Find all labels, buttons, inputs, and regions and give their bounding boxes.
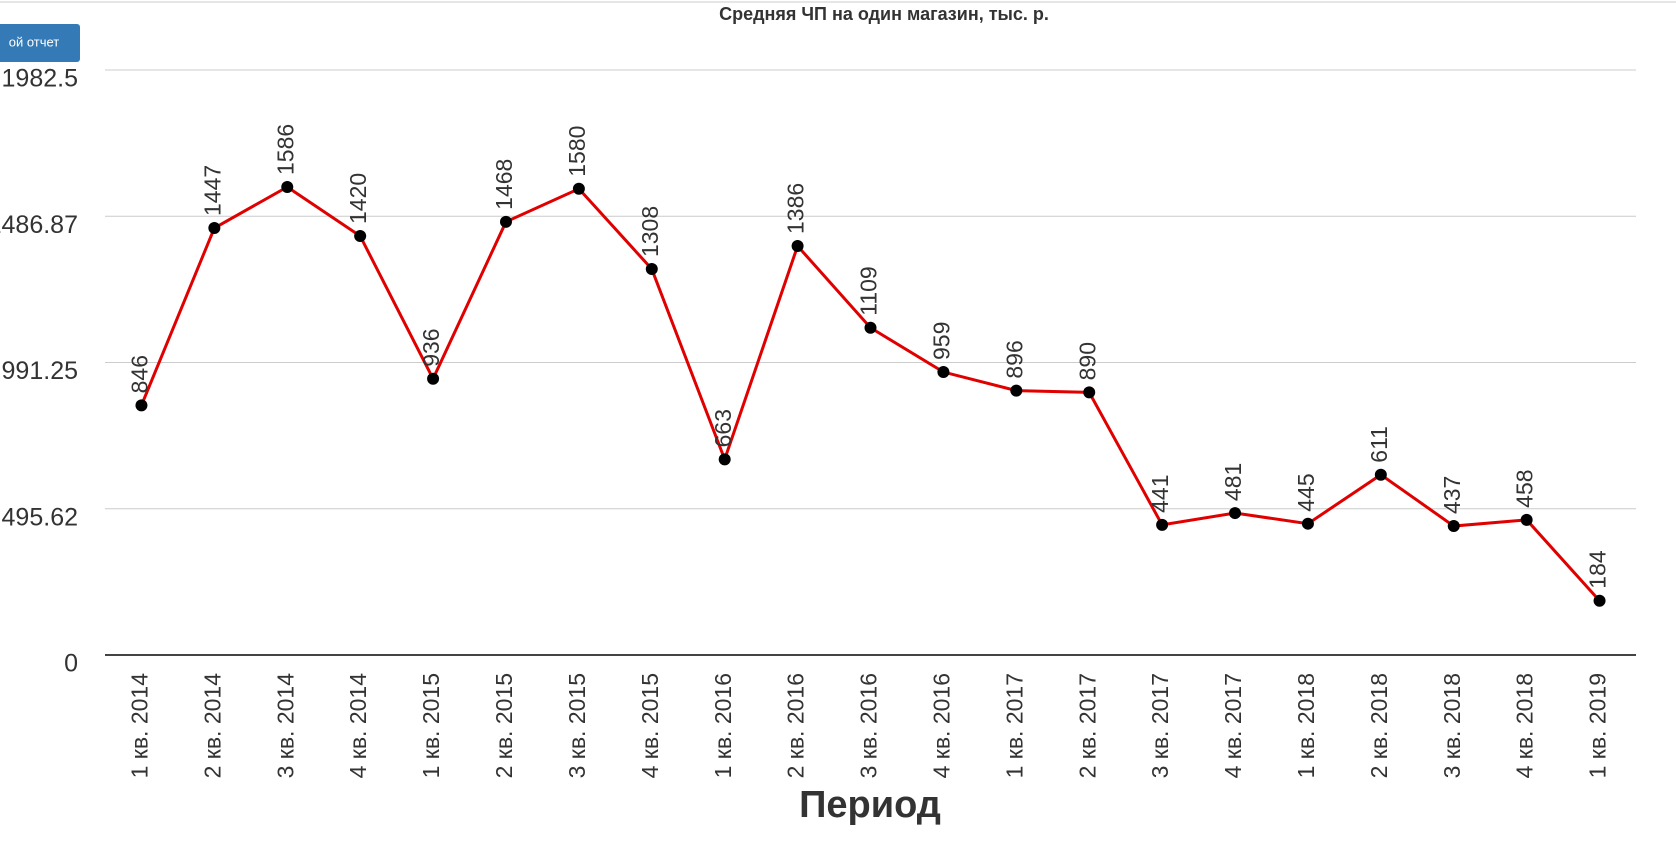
x-tick-label: 1 кв. 2016 — [710, 673, 736, 778]
y-tick-label: 991.25 — [2, 357, 78, 385]
data-point — [864, 321, 877, 334]
data-point — [135, 399, 148, 412]
x-tick-label: 3 кв. 2015 — [564, 673, 590, 778]
data-label: 1109 — [856, 266, 882, 315]
data-label: 959 — [928, 322, 954, 360]
data-label: 437 — [1439, 476, 1465, 514]
data-label: 1420 — [345, 173, 371, 224]
data-point — [1010, 384, 1023, 397]
data-point — [208, 222, 221, 235]
data-point — [1447, 520, 1460, 533]
data-label: 890 — [1074, 342, 1100, 380]
data-label: 846 — [127, 355, 153, 393]
x-tick-label: 4 кв. 2018 — [1512, 673, 1538, 778]
x-tick-label: 3 кв. 2018 — [1439, 673, 1465, 778]
x-axis-label: Период — [799, 784, 941, 826]
data-point — [1374, 468, 1387, 481]
x-tick-label: 2 кв. 2016 — [783, 673, 809, 778]
data-point — [281, 181, 294, 193]
data-label: 1468 — [491, 159, 517, 210]
data-point — [645, 263, 658, 276]
y-tick-label: 1982.5 — [2, 65, 78, 93]
data-label: 481 — [1220, 463, 1246, 501]
data-point — [1229, 507, 1242, 520]
data-label: 1580 — [564, 126, 590, 177]
chart-title: Средняя ЧП на один магазин, тыс. р. — [719, 4, 1049, 24]
y-tick-label: 1486.87 — [0, 211, 78, 239]
x-tick-label: 2 кв. 2014 — [199, 673, 225, 779]
x-tick-label: 4 кв. 2016 — [928, 673, 954, 778]
x-tick-label: 3 кв. 2016 — [856, 673, 882, 778]
report-button-label[interactable]: ой отчет — [9, 34, 60, 49]
data-point — [1083, 386, 1096, 399]
data-point — [937, 366, 950, 379]
data-label: 611 — [1366, 426, 1392, 463]
x-tick-label: 2 кв. 2015 — [491, 673, 517, 778]
data-point — [1156, 518, 1169, 531]
y-tick-label: 495.62 — [2, 503, 78, 531]
data-label: 445 — [1293, 473, 1319, 511]
data-label: 184 — [1585, 550, 1611, 589]
y-tick-label: 0 — [64, 650, 78, 678]
x-tick-label: 1 кв. 2018 — [1293, 673, 1319, 778]
line — [140, 185, 1601, 602]
data-label: 896 — [1001, 340, 1027, 378]
data-point — [1301, 517, 1314, 530]
data-point — [499, 215, 512, 228]
data-label: 663 — [710, 409, 736, 447]
data-label: 936 — [418, 328, 444, 366]
x-tick-label: 1 кв. 2015 — [418, 673, 444, 778]
data-label: 1586 — [272, 124, 298, 175]
x-tick-label: 1 кв. 2019 — [1585, 673, 1611, 778]
x-tick-label: 3 кв. 2014 — [272, 673, 298, 779]
data-point — [791, 240, 804, 253]
data-point — [572, 182, 585, 195]
data-label: 458 — [1512, 469, 1538, 507]
x-tick-label: 4 кв. 2014 — [345, 673, 371, 779]
data-point — [1593, 594, 1606, 607]
data-point — [1520, 513, 1533, 526]
x-tick-label: 1 кв. 2017 — [1001, 673, 1027, 778]
x-tick-label: 2 кв. 2017 — [1074, 673, 1100, 778]
x-tick-label: 4 кв. 2015 — [637, 673, 663, 778]
data-label: 1447 — [199, 165, 225, 216]
x-tick-label: 3 кв. 2017 — [1147, 673, 1173, 778]
x-tick-label: 1 кв. 2014 — [127, 673, 153, 779]
report-button[interactable] — [0, 24, 80, 62]
data-label: 1386 — [783, 183, 809, 234]
x-tick-label: 4 кв. 2017 — [1220, 673, 1246, 778]
data-point — [427, 372, 440, 385]
data-label: 441 — [1147, 474, 1173, 512]
data-point — [718, 453, 731, 466]
x-tick-label: 2 кв. 2018 — [1366, 673, 1392, 778]
data-point — [354, 229, 367, 242]
data-label: 1308 — [637, 206, 663, 257]
